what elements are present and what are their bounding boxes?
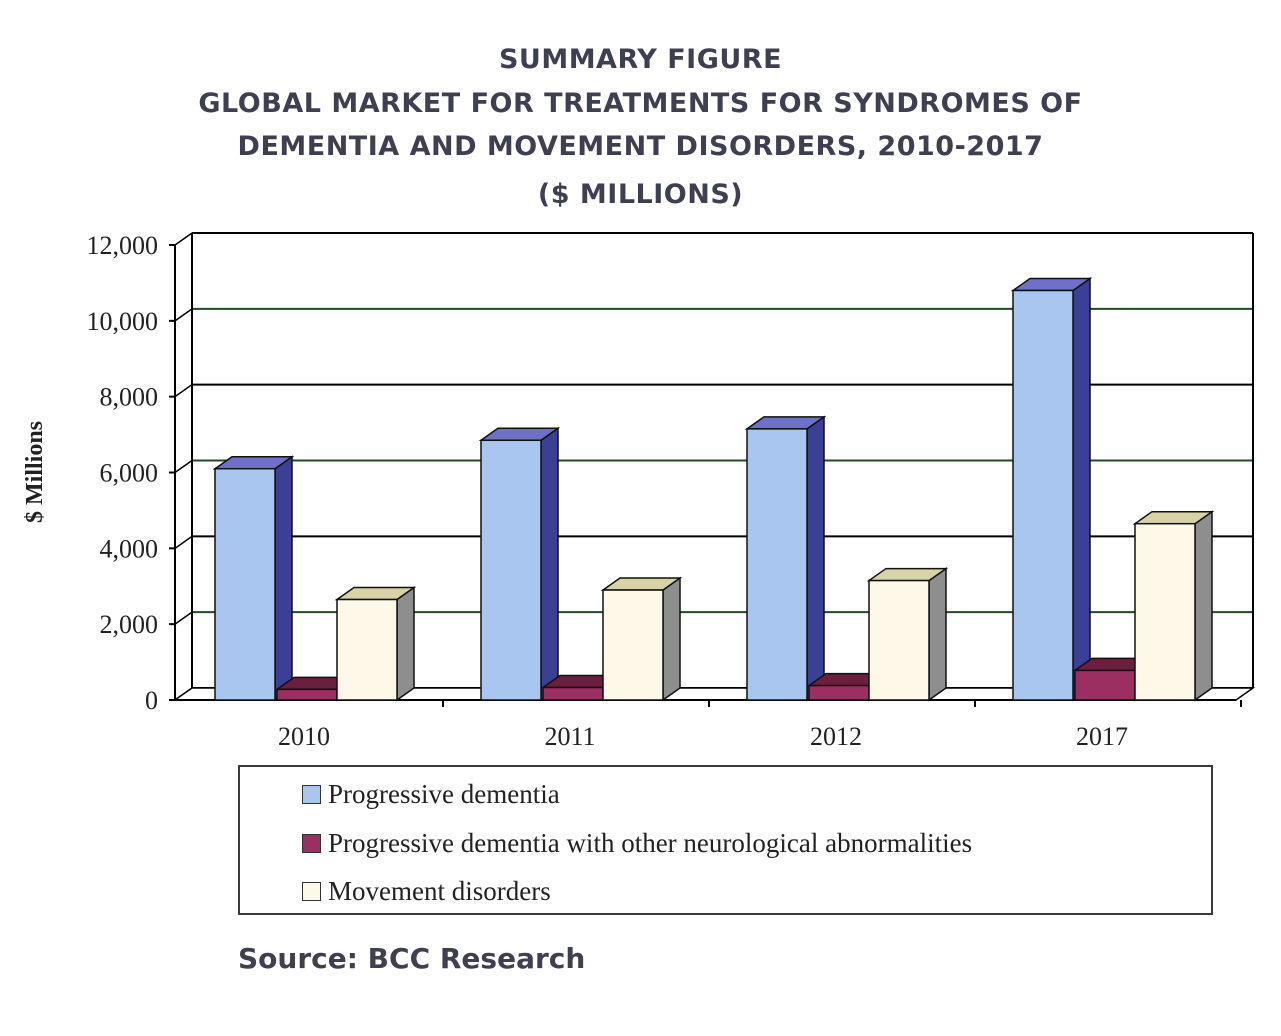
- gridline-depth: [174, 535, 193, 549]
- gridline-depth: [174, 308, 193, 322]
- chart-title-line-4: ($ MILLIONS): [537, 179, 744, 210]
- y-tick-label: 6,000: [100, 459, 159, 488]
- legend-label: Movement disorders: [328, 876, 551, 906]
- gridline-depth: [174, 459, 193, 474]
- bar: [480, 439, 542, 701]
- bar: [276, 688, 338, 701]
- legend-item-progressive-dementia-other: Progressive dementia with other neurolog…: [302, 828, 972, 859]
- bar: [542, 686, 604, 701]
- bar: [808, 684, 870, 701]
- y-tick-label: 0: [145, 686, 158, 715]
- gridline-depth: [174, 384, 193, 398]
- y-tick-label: 4,000: [100, 534, 159, 563]
- gridline-depth: [174, 232, 193, 246]
- x-tick-label: 2010: [278, 722, 330, 751]
- gridline-depth: [174, 611, 193, 625]
- bar-chart: 0 2,000 4,000 6,000 8,000 10,000 12,000 $ Milli…: [22, 231, 1256, 751]
- bar: [336, 598, 398, 701]
- source-note: Source: BCC Research: [238, 942, 586, 975]
- bar-side: [274, 455, 293, 702]
- x-tick-label: 2011: [544, 722, 595, 751]
- bar-side: [662, 576, 681, 702]
- x-tick-label: 2012: [810, 722, 862, 751]
- bar-side: [540, 426, 559, 702]
- legend-item-movement-disorders: Movement disorders: [302, 876, 551, 907]
- y-axis-label: $ Millions: [22, 421, 48, 523]
- y-tick-label: 8,000: [100, 383, 159, 412]
- bar: [1074, 669, 1136, 701]
- bar: [1134, 522, 1196, 701]
- legend-swatch-progressive-dementia-other: [302, 834, 321, 853]
- y-tick-label: 12,000: [87, 231, 159, 260]
- bar-side: [928, 567, 947, 702]
- x-tick-label: 2017: [1076, 722, 1128, 751]
- bar-side: [806, 415, 825, 702]
- legend-swatch-movement-disorders: [302, 882, 321, 901]
- bar-side: [1072, 277, 1091, 702]
- legend-item-progressive-dementia: Progressive dementia: [302, 779, 560, 810]
- legend-swatch-progressive-dementia: [302, 785, 321, 804]
- bar-side: [396, 586, 415, 702]
- bar: [1012, 289, 1074, 701]
- legend-label: Progressive dementia with other neurolog…: [328, 828, 973, 858]
- bar: [868, 579, 930, 701]
- y-tick-label: 2,000: [100, 610, 159, 639]
- bar: [214, 467, 276, 701]
- bar-side: [1194, 510, 1213, 702]
- bar: [602, 589, 664, 701]
- chart-legend: Progressive dementia Progressive dementi…: [238, 765, 1213, 915]
- bar: [746, 428, 808, 701]
- legend-label: Progressive dementia: [328, 779, 560, 809]
- chart-title-line-1: SUMMARY FIGURE: [498, 44, 783, 75]
- chart-title-line-3: DEMENTIA AND MOVEMENT DISORDERS, 2010-20…: [237, 131, 1044, 162]
- chart-title-line-2: GLOBAL MARKET FOR TREATMENTS FOR SYNDROM…: [198, 88, 1083, 119]
- y-tick-label: 10,000: [87, 307, 159, 336]
